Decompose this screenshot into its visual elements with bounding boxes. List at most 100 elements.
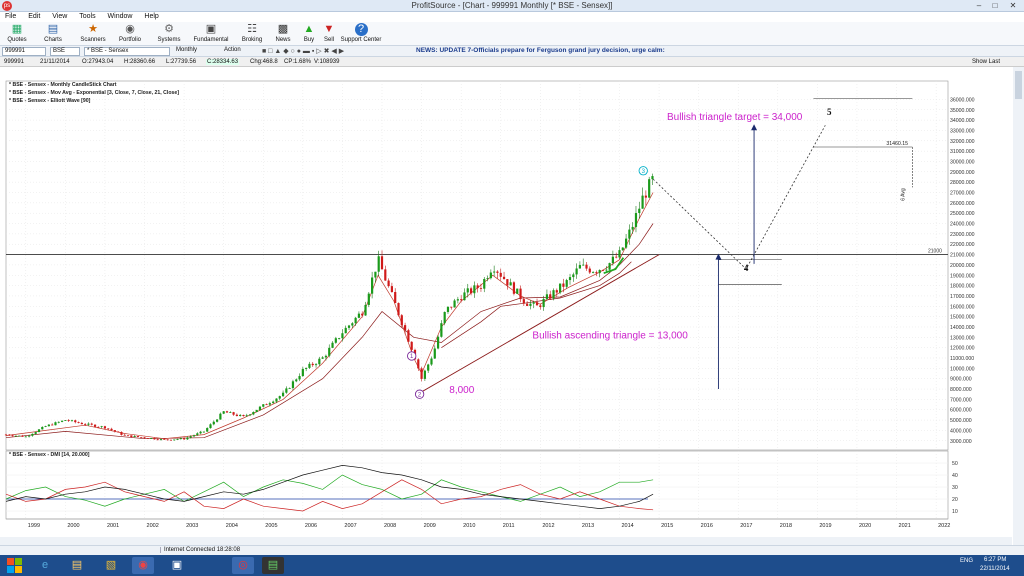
- candle-body: [74, 420, 77, 423]
- candle-body: [103, 426, 107, 429]
- candle-body: [57, 421, 60, 423]
- news-button[interactable]: ▩ News: [275, 23, 291, 43]
- y-tick-label: 26000.000: [950, 201, 975, 207]
- quotes-button[interactable]: ▦ Quotes: [7, 23, 27, 43]
- candle-body: [183, 438, 186, 440]
- candle-body: [440, 323, 443, 337]
- terminal-icon[interactable]: ▣: [171, 559, 183, 571]
- horizontal-scrollbar: [0, 537, 1012, 545]
- candle-body: [159, 438, 163, 440]
- candle-body: [400, 315, 403, 326]
- scanners-button[interactable]: ★ Scanners: [80, 23, 106, 43]
- wave-label-circle: [638, 166, 648, 176]
- fundamental-button[interactable]: ▣ Fundamental: [193, 23, 229, 43]
- candle-body: [4, 434, 8, 436]
- candle-body: [199, 431, 202, 434]
- candle-body: [578, 265, 582, 269]
- candle-body: [357, 313, 361, 318]
- y-tick-label: 36000.000: [950, 97, 975, 103]
- y-tick-label: 30000.000: [950, 159, 975, 165]
- chart-area[interactable]: 36000.000 35000.000 34000.000 33000.000 3200…: [0, 67, 1024, 545]
- menu-window[interactable]: Window: [107, 13, 133, 20]
- candle-body: [136, 436, 140, 437]
- candle-body: [173, 439, 176, 441]
- candle-body: [387, 280, 390, 287]
- x-tick-label: 2003: [186, 523, 198, 529]
- minimize-icon[interactable]: –: [976, 1, 982, 10]
- exchange-select[interactable]: BSE: [50, 47, 80, 56]
- x-tick-label: 2008: [384, 523, 396, 529]
- chart-background: [0, 67, 1024, 545]
- candle-body: [24, 436, 27, 438]
- candle-body: [506, 279, 509, 286]
- candle-body: [562, 283, 565, 287]
- broking-button[interactable]: ☷ Broking: [241, 23, 263, 43]
- language-indicator[interactable]: ENG: [960, 558, 974, 564]
- chart-tools-icon[interactable]: ■ □ ▲ ◆ ○ ● ▬ ▪ ▷ ✖ ◀ ▶: [262, 48, 345, 55]
- candle-body: [575, 268, 578, 275]
- symbol-toolbar: 999991 BSE * BSE - Sensex Monthly Action…: [0, 46, 1024, 57]
- menu-view[interactable]: View: [52, 13, 68, 20]
- explorer-icon[interactable]: ▤: [71, 559, 83, 571]
- charts-button[interactable]: ▤ Charts: [44, 23, 62, 43]
- close-icon[interactable]: ✕: [1009, 1, 1017, 10]
- symbol-input[interactable]: 999991: [2, 47, 46, 56]
- candle-body: [209, 424, 212, 429]
- chart-annotation: 8,000: [449, 385, 474, 396]
- menu-tools[interactable]: Tools: [79, 13, 96, 20]
- maximize-icon[interactable]: □: [992, 1, 998, 10]
- chart-annotation: Bullish ascending triangle = 13,000: [532, 330, 688, 341]
- candle-body: [631, 226, 634, 230]
- candle-body: [446, 306, 450, 312]
- ps-terminal-icon[interactable]: ▤: [262, 557, 284, 574]
- menu-file[interactable]: File: [5, 13, 17, 20]
- instrument-select[interactable]: * BSE - Sensex: [84, 47, 170, 56]
- menu-help[interactable]: Help: [144, 13, 159, 20]
- x-tick-label: 2017: [740, 523, 752, 529]
- buy-button[interactable]: ▲ Buy: [303, 23, 315, 43]
- y-tick-label: 8000.000: [950, 387, 972, 393]
- x-tick-label: 2004: [226, 523, 238, 529]
- candle-body: [417, 359, 420, 369]
- status-bar: Internet Connected 18:28:08: [0, 545, 1024, 555]
- sell-button[interactable]: ▼ Sell: [323, 23, 335, 43]
- support-center-button[interactable]: ? Support Center: [340, 23, 382, 43]
- candle-body: [338, 338, 341, 339]
- profitsource-icon[interactable]: ◎: [232, 557, 254, 574]
- period-select[interactable]: Monthly: [174, 47, 220, 56]
- ie-icon[interactable]: e: [41, 559, 49, 571]
- candle-body: [496, 271, 499, 273]
- portfolio-button[interactable]: ◉ Portfolio: [118, 23, 141, 43]
- candle-body: [374, 271, 377, 278]
- clock-date[interactable]: 22/11/2014: [980, 566, 1010, 572]
- menu-edit[interactable]: Edit: [28, 13, 41, 20]
- candle-body: [130, 435, 133, 438]
- candle-body: [278, 396, 281, 399]
- action-menu[interactable]: Action: [222, 47, 256, 56]
- clock-time[interactable]: 6:27 PM: [984, 557, 1007, 563]
- chrome-icon[interactable]: ◉: [132, 557, 154, 574]
- candle-body: [11, 435, 14, 437]
- windows-start-icon[interactable]: [6, 557, 23, 574]
- candle-body: [324, 355, 328, 358]
- candle-body: [512, 282, 516, 294]
- info-volume: V:108939: [314, 59, 340, 65]
- candle-body: [618, 250, 621, 258]
- candle-body: [54, 422, 57, 426]
- candle-body: [545, 294, 549, 299]
- x-tick-label: 2002: [147, 523, 159, 529]
- folder-icon[interactable]: ▧: [105, 559, 117, 571]
- price-chart-svg[interactable]: 36000.00035000.00034000.00033000.0003200…: [0, 67, 1024, 545]
- candle-body: [64, 420, 67, 421]
- candle-body: [120, 432, 123, 435]
- candle-body: [469, 288, 473, 294]
- candle-body: [318, 358, 321, 365]
- candle-body: [126, 435, 130, 437]
- systems-button[interactable]: ⚙ Systems: [157, 23, 181, 43]
- show-last-button[interactable]: Show Last: [972, 59, 1001, 65]
- y-tick-label: 28000.000: [950, 180, 975, 186]
- candle-body: [463, 292, 466, 301]
- news-ticker[interactable]: NEWS: UPDATE 7-Officials prepare for Fer…: [416, 47, 665, 54]
- candle-body: [486, 278, 489, 279]
- candle-body: [522, 299, 525, 304]
